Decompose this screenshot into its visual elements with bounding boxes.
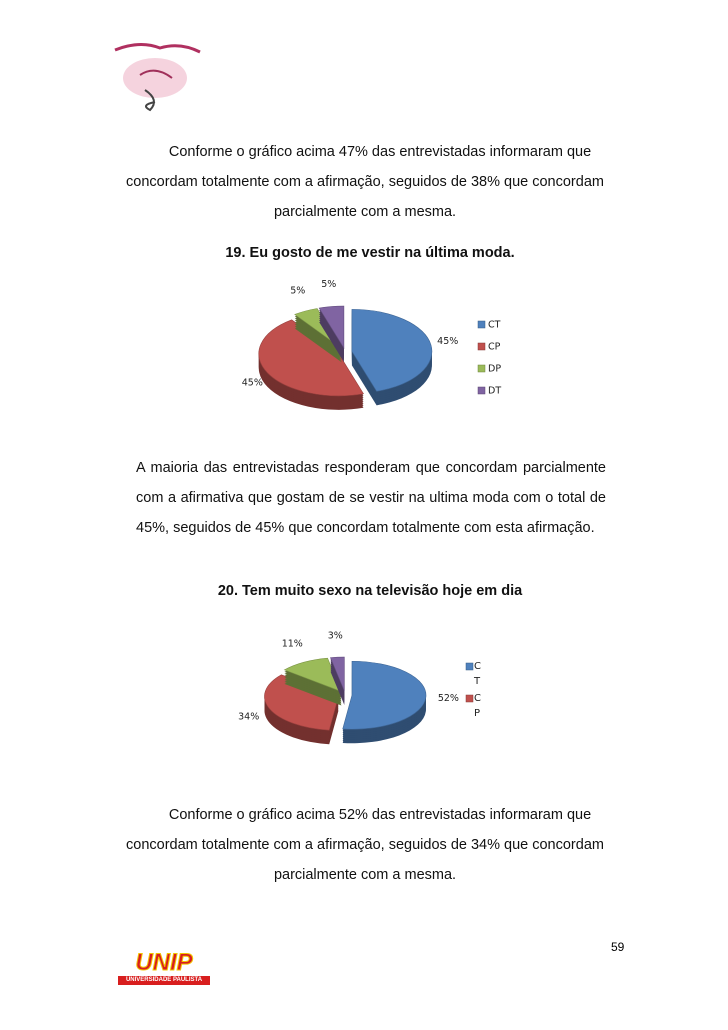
data-label: 45% — [437, 336, 458, 347]
legend-swatch — [465, 662, 474, 671]
legend-label: CT — [488, 320, 501, 331]
chart-title: 20. Tem muito sexo na televisão hoje em … — [217, 583, 523, 599]
slice — [264, 674, 339, 731]
slice — [283, 657, 342, 693]
paragraph: Conforme o gráfico acima 47% das entrevi… — [126, 144, 604, 220]
legend-label: DP — [488, 364, 501, 375]
legend-label: CP — [474, 693, 481, 719]
legend-swatch — [477, 386, 486, 395]
legend-swatch — [477, 342, 486, 351]
slice — [342, 660, 427, 730]
page-number: 59 — [611, 940, 625, 954]
data-label: 34% — [238, 711, 259, 722]
legend-swatch — [477, 320, 486, 329]
legend-label: CT — [474, 661, 481, 687]
data-label: 11% — [282, 638, 303, 649]
slice — [351, 309, 433, 392]
slice — [330, 656, 345, 692]
chart-title: 19. Eu gosto de me vestir na última moda… — [225, 245, 515, 261]
header-logo — [114, 43, 201, 112]
legend-swatch — [465, 694, 474, 703]
legend-label: CP — [488, 342, 501, 353]
data-label: 3% — [328, 630, 343, 641]
paragraph: Conforme o gráfico acima 52% das entrevi… — [126, 807, 604, 883]
slice — [258, 319, 364, 397]
legend-swatch — [477, 364, 486, 373]
data-label: 45% — [242, 377, 263, 388]
footer-logo: UNIP UNIVERSIDADE PAULISTA — [118, 949, 210, 988]
logo-subtitle: UNIVERSIDADE PAULISTA — [118, 976, 210, 985]
legend-label: DT — [488, 386, 501, 397]
data-label: 5% — [290, 286, 305, 297]
paragraph: A maioria das entrevistadas responderam … — [136, 460, 606, 536]
slice — [318, 305, 345, 350]
logo-name: UNIP — [135, 949, 193, 976]
data-label: 52% — [438, 693, 459, 704]
data-label: 5% — [321, 279, 336, 290]
